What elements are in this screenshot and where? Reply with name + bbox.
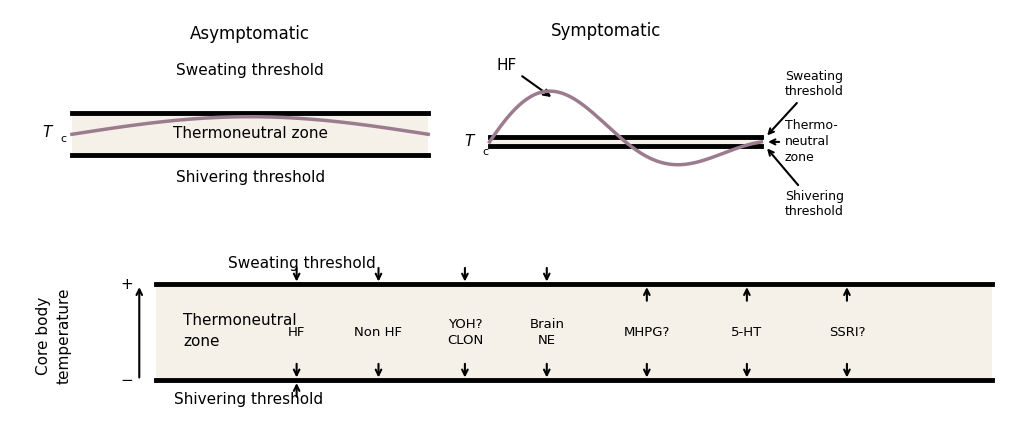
Text: Brain
NE: Brain NE: [529, 318, 564, 347]
Bar: [490, 137, 761, 146]
Text: Core body
temperature: Core body temperature: [36, 287, 72, 384]
Text: Sweating
threshold: Sweating threshold: [769, 70, 843, 134]
Text: MHPG?: MHPG?: [623, 326, 670, 339]
Text: T: T: [464, 134, 473, 150]
Text: Asymptomatic: Asymptomatic: [190, 25, 310, 44]
Bar: [72, 113, 428, 155]
Text: Sweating threshold: Sweating threshold: [176, 63, 324, 78]
Text: Thermo-
neutral
zone: Thermo- neutral zone: [771, 119, 837, 164]
Text: T: T: [42, 125, 51, 140]
Text: Symptomatic: Symptomatic: [551, 22, 661, 40]
Text: 5-HT: 5-HT: [732, 326, 762, 339]
Text: Thermoneutral zone: Thermoneutral zone: [173, 126, 328, 141]
Text: YOH?
CLON: YOH? CLON: [447, 318, 483, 347]
Bar: [155, 284, 992, 380]
Text: Sweating threshold: Sweating threshold: [229, 255, 376, 271]
Text: HF: HF: [288, 326, 306, 339]
Text: Non HF: Non HF: [355, 326, 403, 339]
Text: SSRI?: SSRI?: [829, 326, 866, 339]
Text: HF: HF: [497, 58, 550, 95]
Text: −: −: [121, 373, 133, 388]
Text: Thermoneutral
zone: Thermoneutral zone: [183, 313, 296, 349]
Text: Shivering
threshold: Shivering threshold: [769, 150, 844, 218]
Text: Shivering threshold: Shivering threshold: [174, 392, 323, 407]
Text: c: c: [482, 146, 489, 157]
Text: Shivering threshold: Shivering threshold: [176, 170, 325, 185]
Text: +: +: [121, 277, 133, 292]
Text: c: c: [60, 134, 66, 144]
